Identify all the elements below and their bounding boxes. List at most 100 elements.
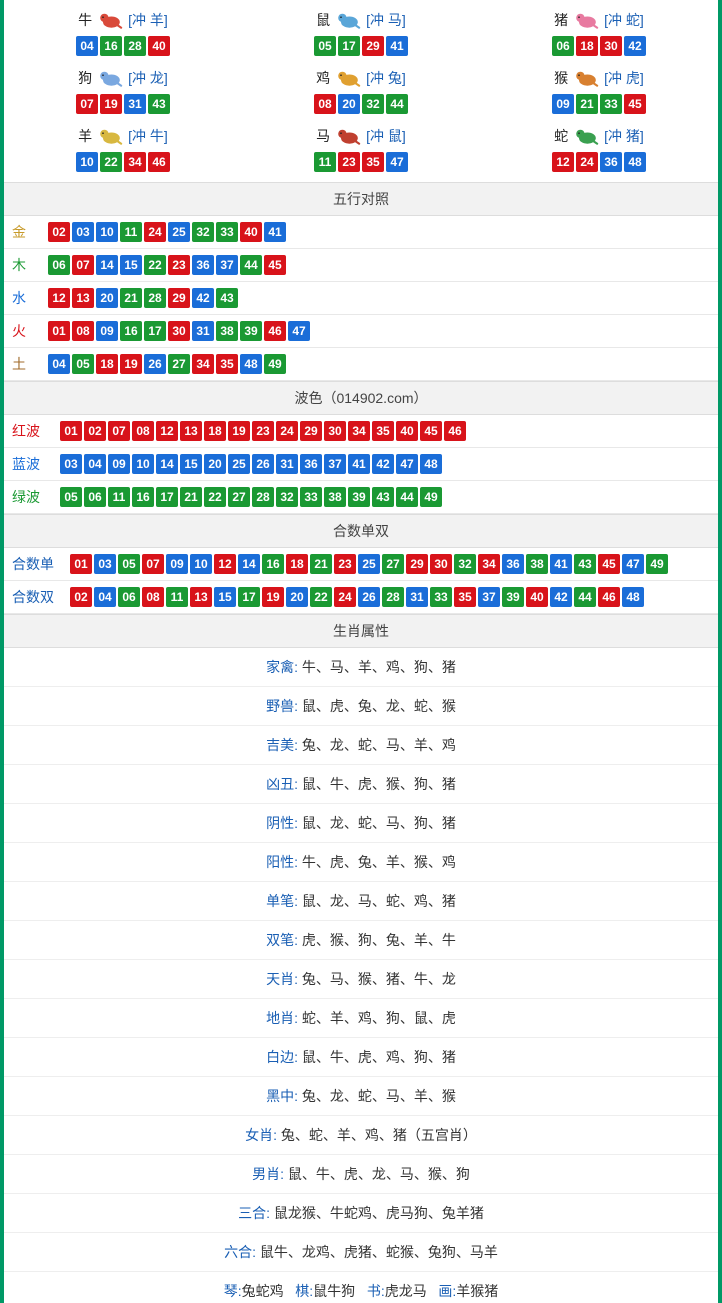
attr-value: 兔、龙、蛇、马、羊、鸡 (302, 737, 456, 753)
row-label: 合数单 (12, 554, 62, 574)
bottom-label: 琴: (224, 1283, 242, 1299)
number-chip: 44 (386, 94, 408, 114)
zodiac-numbers: 10223446 (4, 152, 242, 172)
attr-row: 野兽: 鼠、虎、兔、龙、蛇、猴 (4, 687, 718, 726)
number-chip: 48 (622, 587, 644, 607)
number-chip: 13 (180, 421, 202, 441)
number-chip: 20 (204, 454, 226, 474)
number-chip: 23 (168, 255, 190, 275)
bottom-value: 羊猴猪 (456, 1283, 498, 1299)
zodiac-name: 鼠 (316, 10, 330, 30)
attr-row: 阳性: 牛、虎、兔、羊、猴、鸡 (4, 843, 718, 882)
attr-row: 双笔: 虎、猴、狗、兔、羊、牛 (4, 921, 718, 960)
number-chip: 32 (362, 94, 384, 114)
zodiac-conflict: [冲 鼠] (366, 126, 406, 146)
zodiac-numbers: 08203244 (242, 94, 480, 114)
attr-value: 鼠、牛、虎、猴、狗、猪 (302, 776, 456, 792)
row-label: 绿波 (12, 487, 52, 507)
number-chip: 07 (142, 554, 164, 574)
number-chip: 15 (180, 454, 202, 474)
number-chip: 35 (454, 587, 476, 607)
bottom-value: 虎龙马 (385, 1283, 427, 1299)
number-chip: 40 (396, 421, 418, 441)
number-chip: 43 (216, 288, 238, 308)
number-chip: 09 (552, 94, 574, 114)
number-chip: 24 (144, 222, 166, 242)
attr-row: 家禽: 牛、马、羊、鸡、狗、猪 (4, 648, 718, 687)
number-chip: 48 (240, 354, 262, 374)
number-chip: 08 (142, 587, 164, 607)
zodiac-numbers: 11233547 (242, 152, 480, 172)
bottom-row: 琴:兔蛇鸡 棋:鼠牛狗 书:虎龙马 画:羊猴猪 (4, 1272, 718, 1303)
number-chip: 39 (502, 587, 524, 607)
bose-table: 红波0102070812131819232429303435404546蓝波03… (4, 415, 718, 514)
zodiac-cell: 鸡[冲 兔]08203244 (242, 62, 480, 120)
number-chip: 45 (598, 554, 620, 574)
number-chip: 26 (358, 587, 380, 607)
number-chip: 24 (576, 152, 598, 172)
number-chip: 12 (48, 288, 70, 308)
number-chip: 22 (204, 487, 226, 507)
number-chip: 09 (166, 554, 188, 574)
number-chip: 06 (552, 36, 574, 56)
number-chip: 05 (60, 487, 82, 507)
number-chip: 04 (48, 354, 70, 374)
number-chip: 48 (624, 152, 646, 172)
number-chip: 18 (576, 36, 598, 56)
number-chip: 28 (124, 36, 146, 56)
number-chip: 31 (276, 454, 298, 474)
zodiac-animal-icon (332, 66, 364, 90)
number-chip: 31 (406, 587, 428, 607)
number-chip: 40 (240, 222, 262, 242)
number-chip: 12 (156, 421, 178, 441)
number-chip: 20 (338, 94, 360, 114)
number-chip: 25 (168, 222, 190, 242)
number-chip: 29 (300, 421, 322, 441)
number-chip: 09 (108, 454, 130, 474)
attr-value: 鼠、牛、虎、龙、马、猴、狗 (288, 1166, 470, 1182)
number-chip: 08 (72, 321, 94, 341)
number-chip: 41 (348, 454, 370, 474)
row-numbers: 1213202128294243 (48, 288, 238, 308)
bottom-label: 书: (367, 1283, 385, 1299)
number-chip: 48 (420, 454, 442, 474)
number-chip: 04 (76, 36, 98, 56)
number-chip: 47 (288, 321, 310, 341)
number-chip: 22 (144, 255, 166, 275)
zodiac-numbers: 04162840 (4, 36, 242, 56)
number-chip: 01 (48, 321, 70, 341)
zodiac-cell: 羊[冲 牛]10223446 (4, 120, 242, 178)
attr-row: 男肖: 鼠、牛、虎、龙、马、猴、狗 (4, 1155, 718, 1194)
row-numbers: 03040910141520252631363741424748 (60, 454, 442, 474)
number-chip: 11 (108, 487, 130, 507)
number-chip: 31 (192, 321, 214, 341)
shuxing-table: 家禽: 牛、马、羊、鸡、狗、猪野兽: 鼠、虎、兔、龙、蛇、猴吉美: 兔、龙、蛇、… (4, 648, 718, 1272)
number-chip: 42 (192, 288, 214, 308)
number-chip: 38 (216, 321, 238, 341)
zodiac-animal-icon (94, 124, 126, 148)
number-chip: 24 (276, 421, 298, 441)
row-numbers: 04051819262734354849 (48, 354, 286, 374)
number-chip: 47 (386, 152, 408, 172)
attr-row: 三合: 鼠龙猴、牛蛇鸡、虎马狗、兔羊猪 (4, 1194, 718, 1233)
attr-value: 兔、龙、蛇、马、羊、猴 (302, 1088, 456, 1104)
attr-row: 天肖: 兔、马、猴、猪、牛、龙 (4, 960, 718, 999)
number-chip: 19 (100, 94, 122, 114)
number-chip: 15 (214, 587, 236, 607)
attr-row: 地肖: 蛇、羊、鸡、狗、鼠、虎 (4, 999, 718, 1038)
number-chip: 33 (430, 587, 452, 607)
number-chip: 37 (478, 587, 500, 607)
number-chip: 34 (478, 554, 500, 574)
number-chip: 49 (264, 354, 286, 374)
number-chip: 18 (286, 554, 308, 574)
number-chip: 46 (444, 421, 466, 441)
number-chip: 02 (48, 222, 70, 242)
number-chip: 22 (100, 152, 122, 172)
attr-label: 男肖: (252, 1166, 288, 1182)
number-chip: 16 (262, 554, 284, 574)
zodiac-name: 羊 (78, 126, 92, 146)
number-chip: 14 (238, 554, 260, 574)
number-chip: 29 (362, 36, 384, 56)
number-chip: 29 (168, 288, 190, 308)
table-row: 土04051819262734354849 (4, 348, 718, 381)
